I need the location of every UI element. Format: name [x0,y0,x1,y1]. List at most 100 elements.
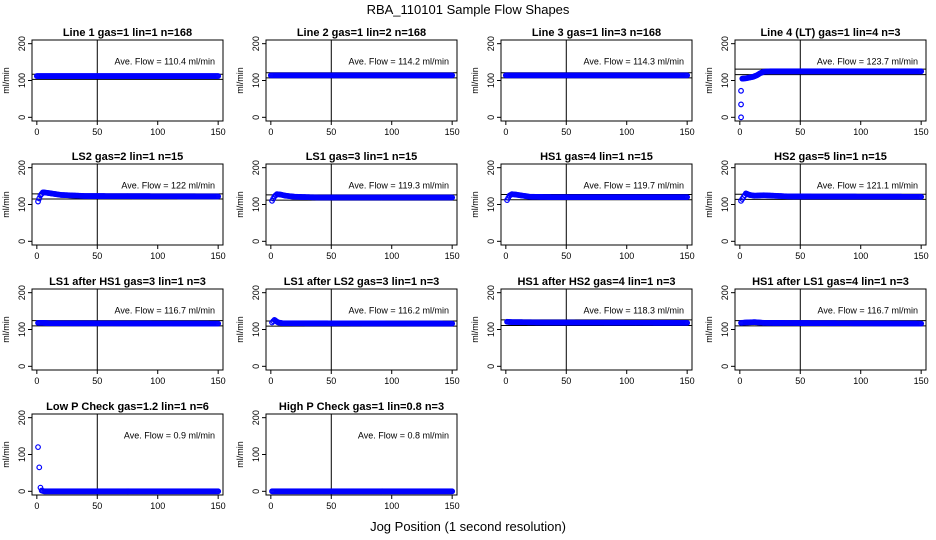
x-tick-label: 50 [561,251,571,261]
panel: HS1 after LS1 gas=4 lin=1 n=3 Ave. Flow =… [704,276,929,386]
x-tick-label: 150 [914,251,929,261]
plot-frame [265,163,458,246]
plot-frame [265,39,458,122]
x-tick-label: 50 [92,376,102,386]
panel-title: LS1 after LS2 gas=3 lin=1 n=3 [284,276,440,288]
y-tick-label: 200 [486,285,496,300]
data-point [36,195,43,202]
data-point [918,68,925,75]
y-tick-label: 0 [251,239,261,244]
plot-frame [265,288,458,371]
avg-flow-label: Ave. Flow = 119.7 ml/min [584,180,684,190]
y-tick-label: 0 [720,115,730,120]
plot-frame [31,39,224,122]
panel-title: Low P Check gas=1.2 lin=1 n=6 [46,401,209,413]
x-tick-label: 100 [150,376,165,386]
y-tick-label: 0 [720,239,730,244]
y-tick-label: 100 [486,197,496,212]
y-tick-label: 100 [17,73,27,88]
data-point [738,87,744,94]
y-axis-label: ml/min [235,316,245,343]
y-tick-label: 200 [17,160,27,175]
x-tick-label: 150 [445,127,460,137]
data-point [918,320,925,327]
avg-flow-label: Ave. Flow = 110.4 ml/min [115,56,215,66]
y-axis-label: ml/min [1,441,11,468]
data-point [684,194,691,201]
x-tick-label: 150 [680,251,695,261]
avg-flow-label: Ave. Flow = 116.7 ml/min [115,305,215,315]
y-tick-label: 0 [720,364,730,369]
plot-frame [31,413,224,496]
data-point [35,444,41,451]
x-tick-label: 0 [34,251,39,261]
y-tick-label: 100 [251,73,261,88]
y-tick-label: 100 [17,447,27,462]
x-tick-label: 150 [445,251,460,261]
data-point [738,114,744,121]
x-tick-label: 50 [561,127,571,137]
x-tick-label: 100 [150,251,165,261]
x-tick-label: 50 [92,501,102,511]
plot-frame [31,288,224,371]
x-tick-label: 50 [795,376,805,386]
x-tick-label: 150 [211,127,226,137]
y-tick-label: 200 [720,285,730,300]
panel: HS1 after HS2 gas=4 lin=1 n=3 Ave. Flow =… [470,276,695,386]
panel-title: HS1 gas=4 lin=1 n=15 [540,151,653,163]
avg-flow-label: Ave. Flow = 122 ml/min [121,180,215,190]
avg-flow-label: Ave. Flow = 123.7 ml/min [817,56,918,66]
data-point [449,194,456,201]
y-axis-label: ml/min [470,316,480,343]
x-tick-label: 50 [795,251,805,261]
data-point [918,193,925,200]
data-point [449,320,456,327]
avg-flow-label: Ave. Flow = 114.3 ml/min [584,56,684,66]
x-tick-label: 50 [561,376,571,386]
x-tick-label: 0 [268,251,273,261]
plot-frame [734,39,927,122]
y-axis-label: ml/min [235,191,245,218]
data-point [35,198,41,205]
y-tick-label: 200 [720,160,730,175]
x-tick-label: 150 [211,251,226,261]
panel: HS2 gas=5 lin=1 n=15 Ave. Flow = 121.1 ml… [704,151,929,261]
avg-flow-label: Ave. Flow = 119.3 ml/min [349,180,449,190]
y-axis-label: ml/min [1,67,11,94]
y-axis-label: ml/min [235,67,245,94]
x-tick-label: 100 [384,501,399,511]
y-tick-label: 0 [486,364,496,369]
x-tick-label: 100 [384,376,399,386]
x-tick-label: 0 [268,376,273,386]
x-tick-label: 100 [619,376,634,386]
data-point [449,488,456,495]
y-tick-label: 200 [17,410,27,425]
plot-frame [734,163,927,246]
y-axis-label: ml/min [1,191,11,218]
data-point [738,101,744,108]
y-axis-label: ml/min [470,191,480,218]
y-tick-label: 200 [17,285,27,300]
x-tick-label: 150 [914,127,929,137]
x-tick-label: 100 [384,251,399,261]
data-point [215,488,222,495]
x-tick-label: 0 [268,127,273,137]
x-tick-label: 150 [445,376,460,386]
y-tick-label: 0 [251,364,261,369]
y-tick-label: 200 [251,285,261,300]
y-tick-label: 100 [486,322,496,337]
data-point [684,72,691,79]
y-tick-label: 200 [486,160,496,175]
panel: Line 4 (LT) gas=1 lin=4 n=3 Ave. Flow = 1… [704,27,929,137]
y-tick-label: 100 [251,322,261,337]
x-tick-label: 50 [326,376,336,386]
x-tick-label: 0 [503,376,508,386]
x-tick-label: 0 [737,376,742,386]
x-tick-label: 100 [853,127,868,137]
plot-frame [734,288,927,371]
figure-title: RBA_110101 Sample Flow Shapes [367,2,570,17]
x-tick-label: 150 [445,501,460,511]
x-tick-label: 0 [503,251,508,261]
y-axis-label: ml/min [704,67,714,94]
